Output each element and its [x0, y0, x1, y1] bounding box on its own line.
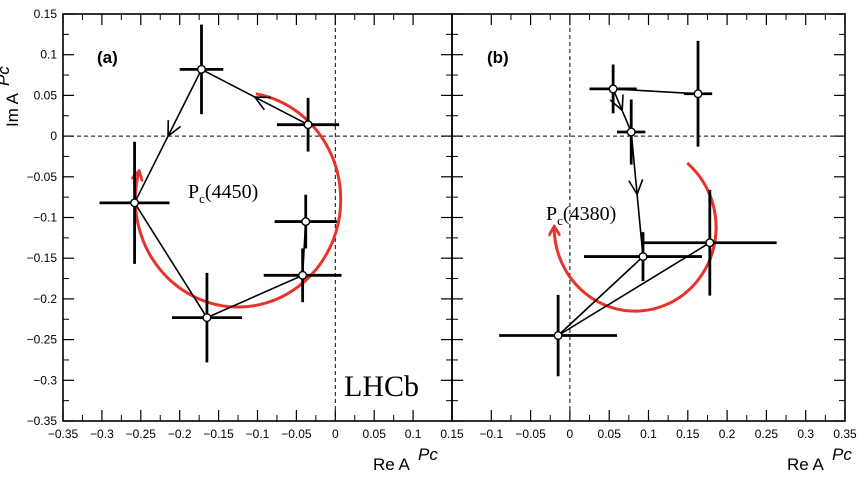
y-tick-label: −0.1 — [33, 211, 57, 225]
x-tick-label-b: 0.25 — [755, 427, 779, 441]
y-axis-title: Im A Pc — [0, 66, 22, 127]
x-tick-label-a: 0.05 — [363, 427, 387, 441]
x-tick-label-b: 0.15 — [676, 427, 700, 441]
panel-a-label: (a) — [97, 48, 118, 67]
lhcb-label: LHCb — [344, 370, 419, 403]
svg-text:Re A: Re A — [787, 455, 825, 474]
x-tick-label-a: −0.05 — [281, 427, 312, 441]
x-tick-label-a: −0.1 — [246, 427, 270, 441]
data-point-b-4 — [638, 252, 648, 262]
y-tick-label: −0.15 — [27, 251, 58, 265]
y-tick-label: 0.1 — [40, 48, 57, 62]
x-tick-label-b: −0.1 — [479, 427, 503, 441]
x-tick-label-b: 0.15 — [440, 427, 464, 441]
data-point-a-4 — [298, 270, 308, 280]
svg-text:Pc: Pc — [418, 445, 438, 464]
phase-circle-arc-b — [554, 161, 718, 313]
x-tick-label-b: 0.05 — [598, 427, 622, 441]
x-tick-label-a: 0.1 — [405, 427, 422, 441]
y-tick-label: 0 — [50, 129, 57, 143]
svg-text:Pc: Pc — [0, 66, 13, 86]
plot-frame-a — [62, 13, 453, 422]
x-tick-label-b: 0.2 — [719, 427, 736, 441]
x-tick-label-b: 0.35 — [833, 427, 857, 441]
data-point-a-0 — [196, 64, 206, 74]
data-point-a-5 — [202, 313, 212, 323]
x-tick-label-b: 0.3 — [797, 427, 814, 441]
x-tick-label-b: 0.1 — [640, 427, 657, 441]
path-arrowhead-b — [636, 179, 644, 195]
path-arrowhead-b — [628, 180, 638, 195]
x-tick-label-a: −0.2 — [168, 427, 192, 441]
path-arrowhead-b — [621, 94, 624, 111]
data-point-a-1 — [303, 120, 313, 130]
y-tick-label: 0.15 — [34, 7, 58, 21]
x-tick-label-a: −0.15 — [203, 427, 234, 441]
path-arrowhead-a — [254, 96, 265, 111]
x-tick-label-a: −0.3 — [90, 427, 114, 441]
data-point-b-5 — [553, 331, 563, 341]
x-tick-label-a: −0.25 — [126, 427, 157, 441]
resonance-label-b: Pc(4380) — [546, 203, 616, 228]
svg-text:Im A: Im A — [3, 92, 22, 127]
y-tick-label: −0.3 — [33, 373, 57, 387]
plot-frame-b — [451, 13, 846, 422]
y-tick-label: −0.25 — [27, 333, 58, 347]
y-tick-label: −0.35 — [27, 414, 58, 428]
phase-circle-arc-a — [135, 92, 343, 309]
x-tick-label-a: 0 — [332, 427, 339, 441]
y-tick-label: 0.05 — [34, 88, 58, 102]
data-point-a-3 — [301, 217, 311, 227]
data-point-a-2 — [130, 198, 140, 208]
y-tick-label: −0.2 — [33, 292, 57, 306]
panel-b: −0.1 −0.05 0 0.05 0.1 0.15 0.2 0.25 0.3 0.35 0.15 — [440, 13, 857, 441]
x-tick-label-b: 0 — [567, 427, 574, 441]
panel-b-label: (b) — [487, 48, 509, 67]
data-point-b-2 — [626, 127, 636, 137]
y-tick-label: −0.05 — [27, 170, 58, 184]
resonance-label-a: Pc(4450) — [188, 181, 258, 206]
x-tick-label-b: −0.05 — [515, 427, 546, 441]
x-axis-title-b: Re A Pc — [787, 445, 852, 474]
data-point-b-0 — [608, 84, 618, 94]
data-point-b-3 — [705, 238, 715, 248]
data-point-b-1 — [693, 89, 703, 99]
svg-text:Pc: Pc — [832, 445, 852, 464]
x-tick-label-a: −0.35 — [48, 427, 79, 441]
x-axis-title-a: Re A Pc — [373, 445, 438, 474]
svg-text:Re A: Re A — [373, 455, 411, 474]
panel-a: −0.35 −0.3 −0.25 −0.2 −0.15 −0.1 −0.05 0 0.05 0.1… — [27, 7, 453, 441]
path-arrowhead-a — [167, 125, 182, 137]
